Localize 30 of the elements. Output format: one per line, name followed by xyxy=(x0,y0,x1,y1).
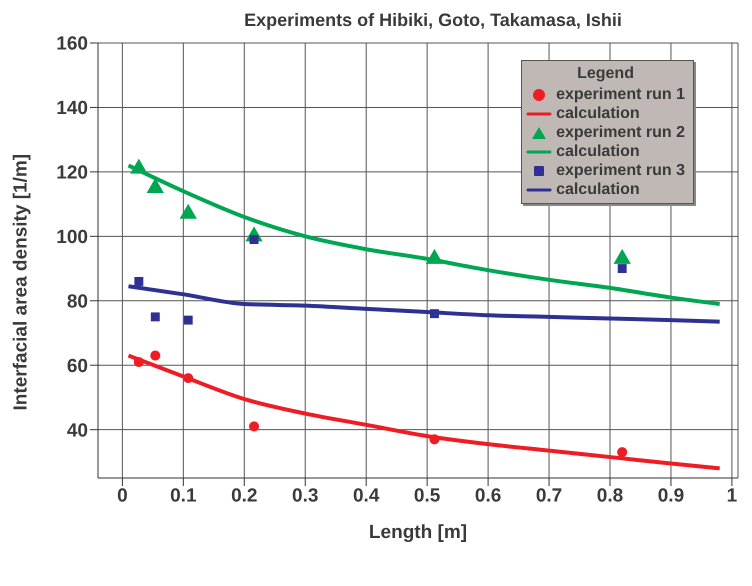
y-tick-label: 120 xyxy=(56,162,88,184)
line-series xyxy=(126,163,722,306)
x-tick-label: 1 xyxy=(726,485,738,506)
y-tick-label: 60 xyxy=(66,356,88,377)
y-tick-label: 100 xyxy=(56,227,88,248)
y-tick-label: 160 xyxy=(56,34,88,55)
x-tick-label: 0.3 xyxy=(292,485,318,506)
x-axis-title: Length [m] xyxy=(368,522,468,543)
legend-label: calculation xyxy=(556,180,640,199)
x-tick-label: 0.9 xyxy=(658,485,684,506)
legend-label: experiment run 3 xyxy=(556,161,685,180)
legend-label: calculation xyxy=(556,142,640,161)
x-tick-label: 0.6 xyxy=(474,485,502,506)
legend-label: experiment run 2 xyxy=(556,123,685,142)
x-tick-label: 0.4 xyxy=(352,485,380,506)
line-series xyxy=(126,354,722,470)
x-tick-label: 0.1 xyxy=(170,485,197,506)
y-tick-label: 40 xyxy=(66,420,88,442)
legend-label: experiment run 1 xyxy=(556,85,685,104)
legend-label: calculation xyxy=(556,104,640,123)
x-tick-label: 0.5 xyxy=(414,485,441,506)
legend-title: Legend xyxy=(576,65,635,83)
y-tick-label: 80 xyxy=(66,292,88,313)
y-axis-title: Interfacial area density [1/m] xyxy=(10,154,32,410)
x-tick-label: 0.7 xyxy=(536,485,562,506)
chart-title: Experiments of Hibiki, Goto, Takamasa, Ishii xyxy=(243,10,623,31)
y-tick-label: 140 xyxy=(56,98,88,120)
x-tick-label: 0 xyxy=(117,485,128,506)
x-tick-label: 0.2 xyxy=(231,485,258,506)
x-tick-label: 0.8 xyxy=(596,485,624,506)
